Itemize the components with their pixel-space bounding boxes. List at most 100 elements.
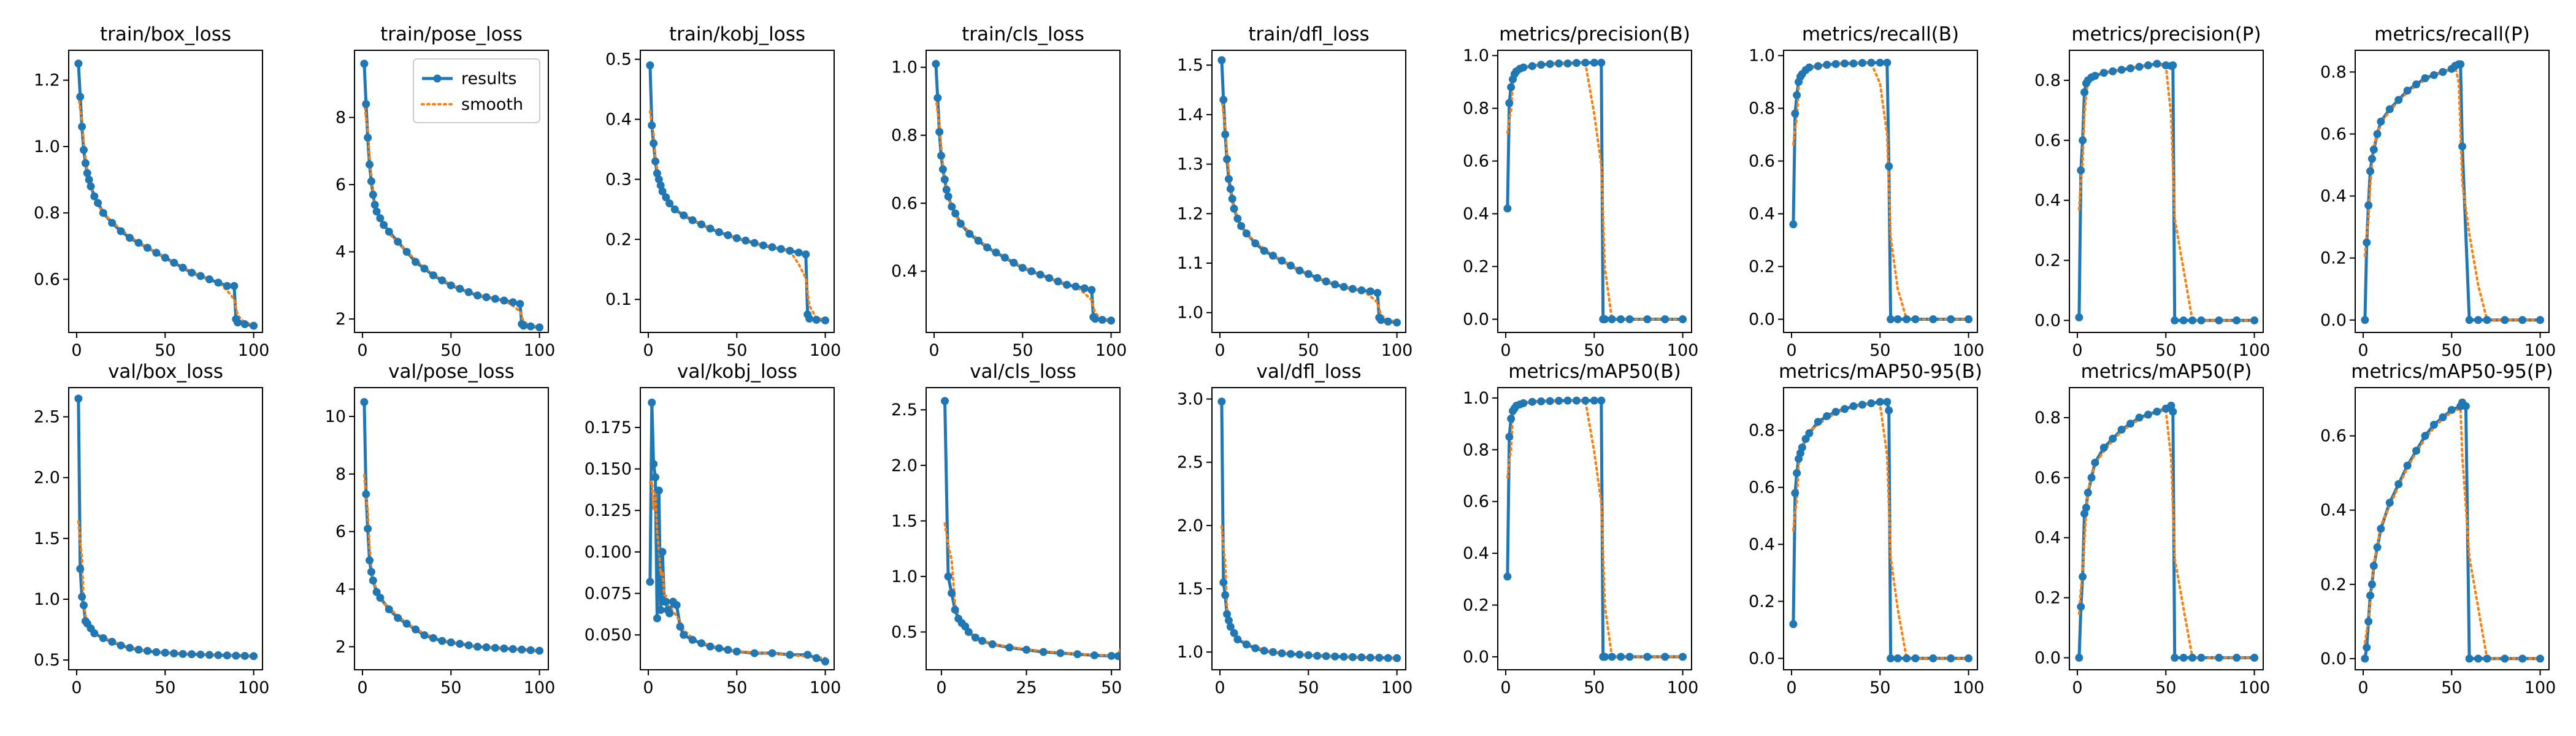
data-point	[372, 588, 381, 596]
data-point	[369, 190, 377, 199]
data-point	[2385, 499, 2394, 507]
legend-label-smooth: smooth	[461, 95, 523, 114]
y-tick-label: 0.2	[1749, 592, 1775, 611]
data-point	[86, 182, 95, 191]
data-point	[1098, 315, 1106, 324]
y-tick-label: 0.2	[2320, 575, 2347, 594]
data-point	[456, 285, 464, 293]
data-point	[2126, 420, 2135, 428]
data-point	[2394, 480, 2403, 488]
data-point	[2366, 591, 2375, 600]
data-point	[99, 209, 107, 217]
data-point	[1876, 58, 1884, 67]
data-point	[2364, 201, 2373, 210]
data-point	[1903, 315, 1911, 324]
data-point	[170, 649, 178, 657]
data-point	[1929, 654, 1938, 662]
series-line-smooth	[943, 522, 1120, 657]
data-point	[768, 243, 776, 251]
data-point	[1643, 315, 1652, 324]
data-point	[385, 228, 393, 236]
x-tick-label: 50	[726, 678, 747, 697]
data-point	[672, 600, 681, 609]
data-point	[676, 623, 684, 631]
data-point	[1331, 280, 1340, 289]
data-point	[1608, 653, 1616, 661]
data-point	[2197, 653, 2206, 662]
data-point	[2082, 504, 2090, 512]
subplot: val/pose_loss 0 50 100 2 4 6 8 10	[325, 361, 556, 697]
subplot-title: metrics/precision(P)	[2071, 23, 2261, 45]
data-point	[812, 654, 821, 662]
y-tick-label: 0.075	[585, 585, 632, 604]
data-point	[412, 258, 420, 266]
y-tick-label: 1.5	[1177, 580, 1203, 599]
data-point	[535, 646, 544, 655]
x-tick-label: 25	[1016, 678, 1037, 697]
data-point	[750, 239, 759, 247]
x-tick-label: 50	[1101, 678, 1122, 697]
subplot: metrics/recall(P) 0 50 100 0.0 0.2 0.4 0.6 0.8	[2320, 23, 2556, 360]
x-tick-label: 50	[440, 341, 461, 360]
x-tick-label: 0	[2072, 341, 2082, 360]
y-tick-label: 0.0	[2320, 311, 2347, 330]
x-tick-label: 50	[1298, 341, 1319, 360]
data-point	[1590, 396, 1598, 405]
data-point	[1867, 58, 1876, 67]
data-point	[656, 606, 665, 615]
data-point	[1221, 130, 1230, 139]
data-point	[1373, 288, 1382, 297]
data-point	[2099, 443, 2108, 452]
x-tick-label: 0	[2358, 678, 2368, 697]
data-point	[1789, 620, 1798, 629]
data-point	[2361, 654, 2369, 663]
data-point	[1384, 654, 1392, 662]
y-tick-label: 1.3	[1177, 155, 1203, 174]
data-point	[1789, 220, 1798, 229]
plot-area	[2361, 398, 2545, 663]
x-tick-label: 0	[936, 678, 946, 697]
data-point	[2153, 59, 2161, 68]
subplot-title: metrics/mAP50(B)	[1508, 361, 1681, 383]
data-point	[983, 243, 992, 251]
data-point	[2518, 316, 2527, 324]
series-line-smooth	[77, 94, 255, 326]
data-point	[956, 220, 965, 228]
data-point	[1242, 640, 1251, 649]
x-tick-label: 0	[71, 341, 82, 360]
data-point	[2403, 86, 2412, 95]
data-point	[1080, 284, 1089, 293]
data-point	[152, 248, 161, 257]
data-point	[2439, 413, 2447, 421]
subplot-title: train/kobj_loss	[669, 23, 805, 45]
y-tick-label: 0.2	[1463, 596, 1489, 615]
data-point	[1313, 651, 1322, 660]
y-tick-label: 0.8	[891, 126, 918, 145]
y-tick-label: 2.5	[1177, 453, 1203, 472]
data-point	[648, 121, 656, 129]
y-tick-label: 1.0	[34, 590, 60, 609]
data-point	[1601, 315, 1609, 324]
y-tick-label: 0.4	[1463, 544, 1489, 563]
data-point	[482, 293, 491, 301]
x-tick-label: 50	[1584, 678, 1604, 697]
data-point	[2367, 155, 2376, 163]
data-point	[1313, 274, 1322, 282]
data-point	[1219, 96, 1228, 104]
data-point	[429, 634, 437, 642]
plot-area	[74, 59, 258, 330]
data-point	[2080, 88, 2089, 97]
y-tick-label: 0.6	[2320, 125, 2347, 144]
x-tick-label: 100	[1667, 678, 1699, 697]
data-point	[1823, 412, 1831, 420]
data-point	[2465, 654, 2474, 663]
y-tick-label: 2.5	[34, 408, 60, 427]
data-point	[2501, 316, 2509, 324]
data-point	[1322, 652, 1330, 661]
subplot: val/cls_loss 0 25 50 0.5 1.0 1.5 2.0 2.5	[891, 361, 1122, 697]
x-tick-label: 50	[726, 341, 747, 360]
data-point	[1555, 397, 1563, 405]
data-point	[2361, 316, 2369, 324]
data-point	[2501, 654, 2509, 663]
x-tick-label: 100	[524, 678, 556, 697]
